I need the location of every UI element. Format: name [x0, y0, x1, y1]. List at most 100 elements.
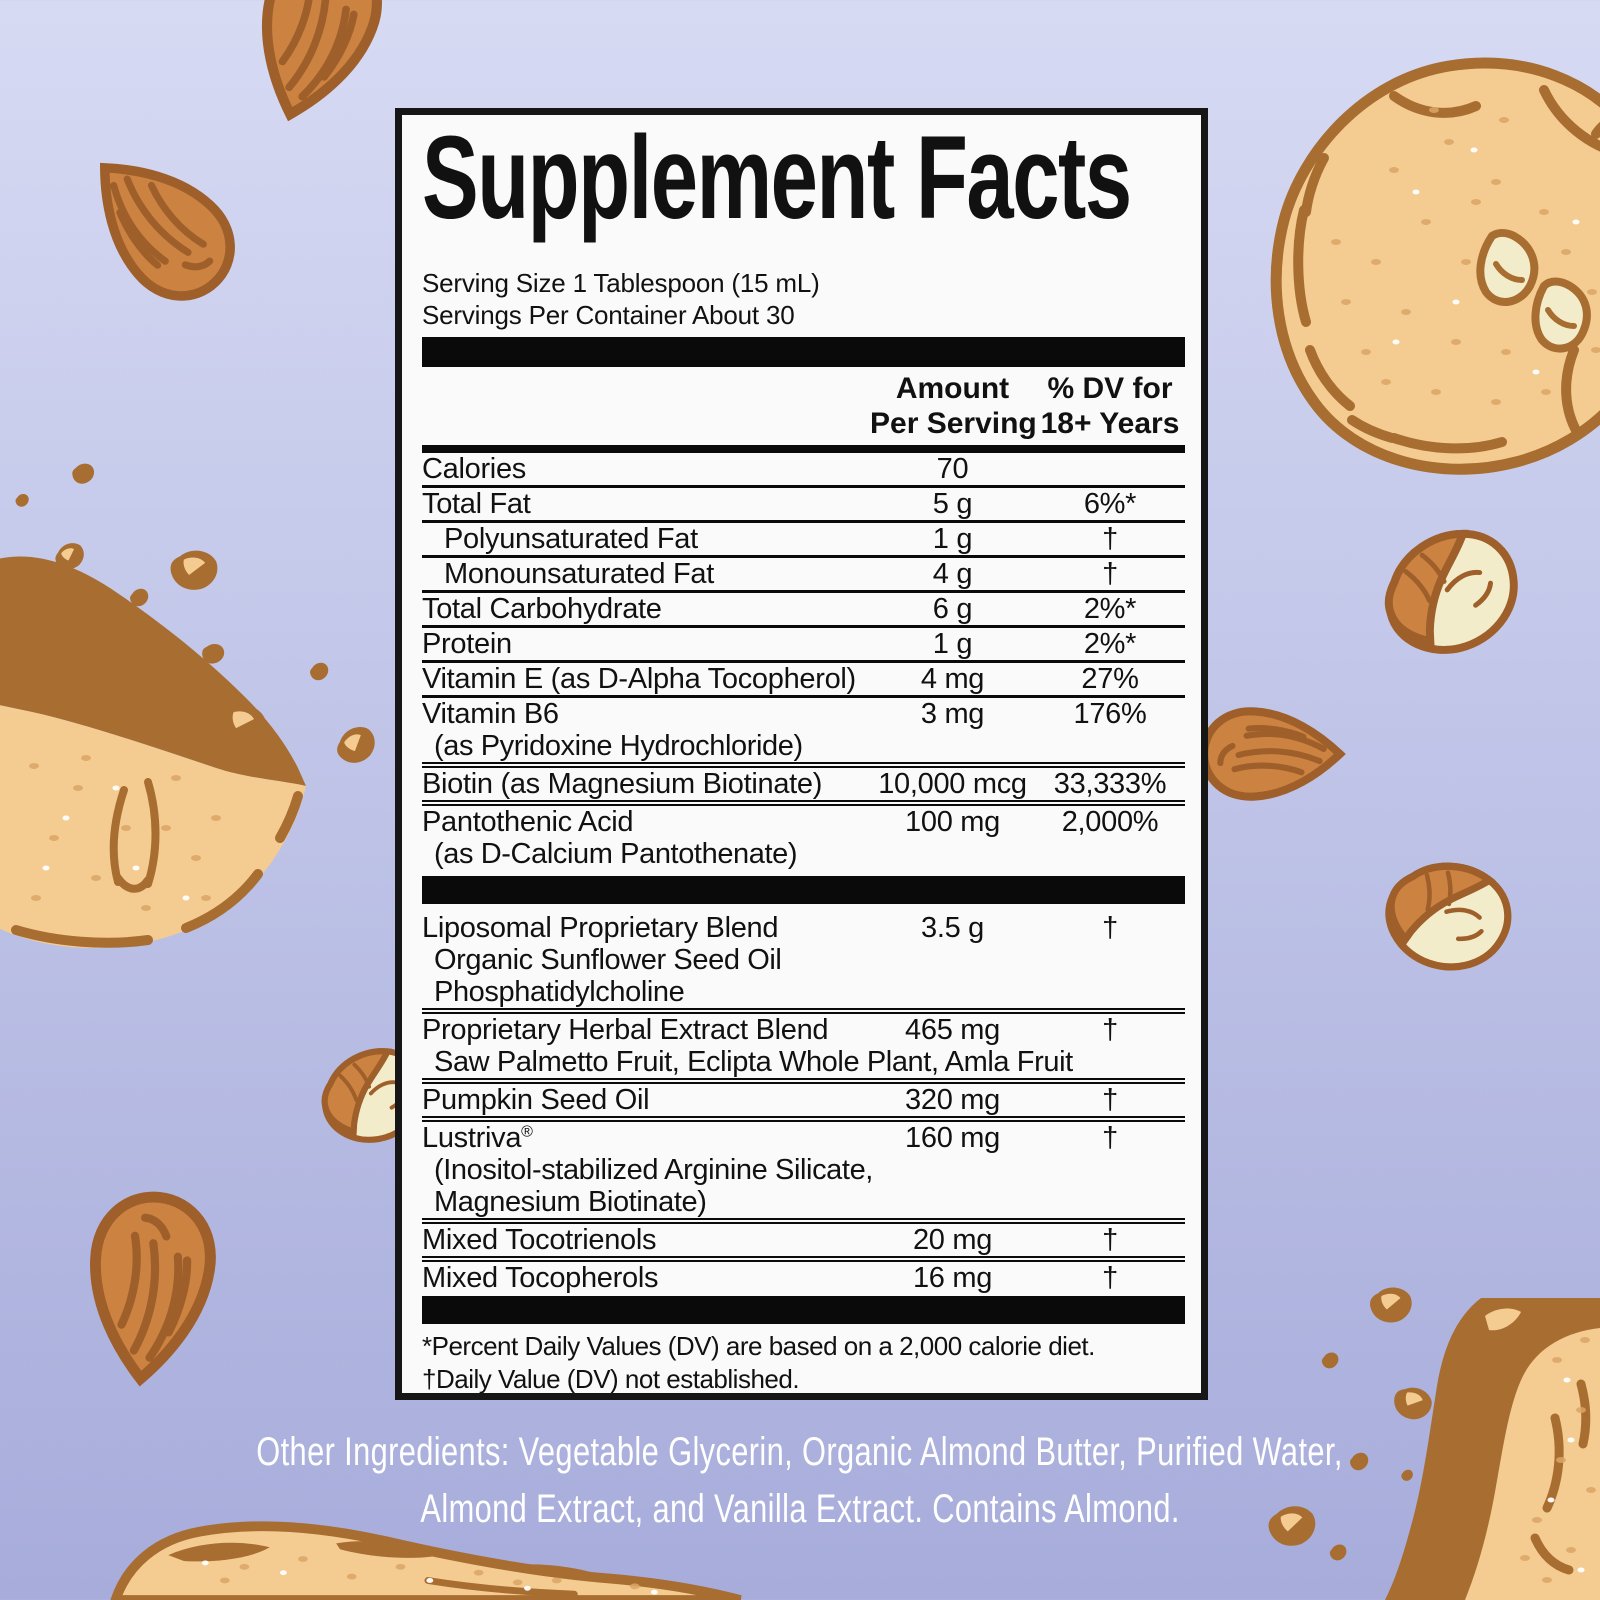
row-amount: 4 g	[932, 558, 973, 590]
other-ingredients: Other Ingredients: Vegetable Glycerin, O…	[0, 1428, 1600, 1542]
divider-bar	[422, 445, 1185, 453]
row-amount: 465 mg	[905, 1014, 1000, 1046]
table-row: Lustriva® 160 mg † (Inositol-stabilized Arg…	[422, 1122, 1185, 1224]
row-dv: †	[1102, 1224, 1118, 1256]
table-row: Total Carbohydrate 6 g 2%*	[422, 593, 1185, 628]
cookie-piece-icon	[1385, 1298, 1600, 1600]
row-label: Proprietary Herbal Extract Blend	[422, 1014, 829, 1046]
row-label: Liposomal Proprietary Blend	[422, 912, 779, 944]
divider-bar	[422, 337, 1185, 367]
row-dv: †	[1102, 558, 1118, 590]
table-row: Monounsaturated Fat 4 g †	[422, 558, 1185, 593]
row-dv: 27%	[1081, 663, 1139, 695]
row-amount: 160 mg	[905, 1122, 1000, 1154]
crumb-icon	[14, 492, 30, 508]
almond-icon	[1196, 698, 1348, 810]
other-ingredients-line: Almond Extract, and Vanilla Extract. Con…	[420, 1487, 1180, 1531]
row-label: Polyunsaturated Fat	[444, 523, 698, 555]
panel-title: Supplement Facts	[422, 112, 1132, 244]
almond-cookie-icon	[1244, 50, 1600, 480]
crumb-icon	[327, 718, 384, 772]
row-label: Pumpkin Seed Oil	[422, 1084, 650, 1116]
row-amount: 70	[936, 453, 969, 485]
table-row: Polyunsaturated Fat 1 g †	[422, 523, 1185, 558]
table-row: Vitamin B6 3 mg 176% (as Pyridoxine Hydroch…	[422, 698, 1185, 768]
table-row: Biotin (as Magnesium Biotinate) 10,000 mc…	[422, 768, 1185, 806]
row-amount: 1 g	[932, 628, 973, 660]
row-subline: (Inositol-stabilized Arginine Silicate,	[434, 1154, 873, 1186]
table-row: Pantothenic Acid 100 mg 2,000% (as D-Calciu…	[422, 806, 1185, 870]
amount-header: Amount	[895, 372, 1010, 405]
row-amount: 4 mg	[920, 663, 985, 695]
row-label: Monounsaturated Fat	[444, 558, 714, 590]
almond-icon	[64, 1179, 236, 1398]
nutrients-table: Calories 70 Total Fat 5 g 6%* Polyunsaturated…	[422, 453, 1185, 870]
row-amount: 10,000 mcg	[878, 768, 1027, 800]
row-dv: 33,333%	[1053, 768, 1167, 800]
row-amount: 3.5 g	[921, 912, 984, 944]
row-label: Total Fat	[422, 488, 531, 520]
table-row: Calories 70	[422, 453, 1185, 488]
almond-icon	[49, 114, 270, 337]
table-row: Liposomal Proprietary Blend 3.5 g † Organic…	[422, 912, 1185, 1014]
row-dv: 2%*	[1083, 593, 1137, 625]
row-subline: (as D-Calcium Pantothenate)	[434, 838, 798, 870]
row-dv: 2,000%	[1061, 806, 1159, 838]
crumb-icon	[308, 660, 330, 682]
dv-header: % DV for	[1047, 372, 1173, 405]
row-label: Total Carbohydrate	[422, 593, 662, 625]
row-dv: †	[1102, 1122, 1118, 1154]
divider-bar	[422, 876, 1185, 904]
table-row: Mixed Tocotrienols 20 mg †	[422, 1224, 1185, 1262]
row-dv: †	[1102, 912, 1118, 944]
row-dv: 2%*	[1083, 628, 1137, 660]
row-label: Lustriva®	[422, 1122, 533, 1154]
supplement-facts-panel: Supplement Facts Serving Size 1 Tablespo…	[395, 108, 1208, 1400]
row-dv: †	[1102, 1084, 1118, 1116]
cracked-almond-icon	[1360, 510, 1538, 676]
footnote-dagger: †Daily Value (DV) not established.	[422, 1364, 800, 1394]
divider-bar	[422, 1296, 1185, 1324]
table-row: Pumpkin Seed Oil 320 mg †	[422, 1084, 1185, 1122]
crumb-icon	[1320, 1350, 1340, 1370]
table-row: Total Fat 5 g 6%*	[422, 488, 1185, 523]
row-dv: †	[1102, 1262, 1118, 1294]
row-dv: †	[1102, 1014, 1118, 1046]
crumb-icon	[1328, 1542, 1348, 1562]
row-subline: Saw Palmetto Fruit, Eclipta Whole Plant,…	[434, 1046, 1073, 1078]
crumb-icon	[1362, 1277, 1418, 1330]
row-amount: 100 mg	[905, 806, 1000, 838]
row-amount: 6 g	[932, 593, 973, 625]
row-amount: 20 mg	[912, 1224, 993, 1256]
row-amount: 16 mg	[912, 1262, 993, 1294]
row-subline: Magnesium Biotinate)	[434, 1186, 707, 1218]
broken-cookie-piece-icon	[0, 526, 316, 958]
footnotes: *Percent Daily Values (DV) are based on …	[422, 1324, 1185, 1394]
row-subline: Organic Sunflower Seed Oil	[434, 944, 782, 976]
other-ingredients-line: Other Ingredients: Vegetable Glycerin, O…	[256, 1430, 1344, 1474]
table-row: Vitamin E (as D-Alpha Tocopherol) 4 mg 27%	[422, 663, 1185, 698]
cracked-almond-icon	[1358, 830, 1533, 1000]
row-label: Biotin (as Magnesium Biotinate)	[422, 768, 823, 800]
row-amount: 320 mg	[905, 1084, 1000, 1116]
row-label: Vitamin E (as D-Alpha Tocopherol)	[422, 663, 856, 695]
row-label: Pantothenic Acid	[422, 806, 634, 838]
crumb-icon	[68, 458, 98, 488]
row-amount: 1 g	[932, 523, 973, 555]
table-row: Proprietary Herbal Extract Blend 465 mg † S…	[422, 1014, 1185, 1084]
blends-table: Liposomal Proprietary Blend 3.5 g † Organic…	[422, 912, 1185, 1294]
table-header: Amount Per Serving % DV for 18+ Years	[422, 367, 1185, 445]
table-row: Protein 1 g 2%*	[422, 628, 1185, 663]
row-subline: (as Pyridoxine Hydrochloride)	[434, 730, 803, 762]
crumb-icon	[128, 586, 150, 608]
row-amount: 5 g	[932, 488, 973, 520]
cookie-piece-icon	[98, 1518, 748, 1600]
row-subline: Phosphatidylcholine	[434, 976, 685, 1008]
row-dv: †	[1102, 523, 1118, 555]
servings-per-container: Servings Per Container About 30	[422, 300, 795, 330]
row-label: Mixed Tocopherols	[422, 1262, 659, 1294]
footnote-dv: *Percent Daily Values (DV) are based on …	[422, 1331, 1095, 1361]
row-label: Protein	[422, 628, 512, 660]
row-label: Calories	[422, 453, 526, 485]
row-label: Mixed Tocotrienols	[422, 1224, 657, 1256]
